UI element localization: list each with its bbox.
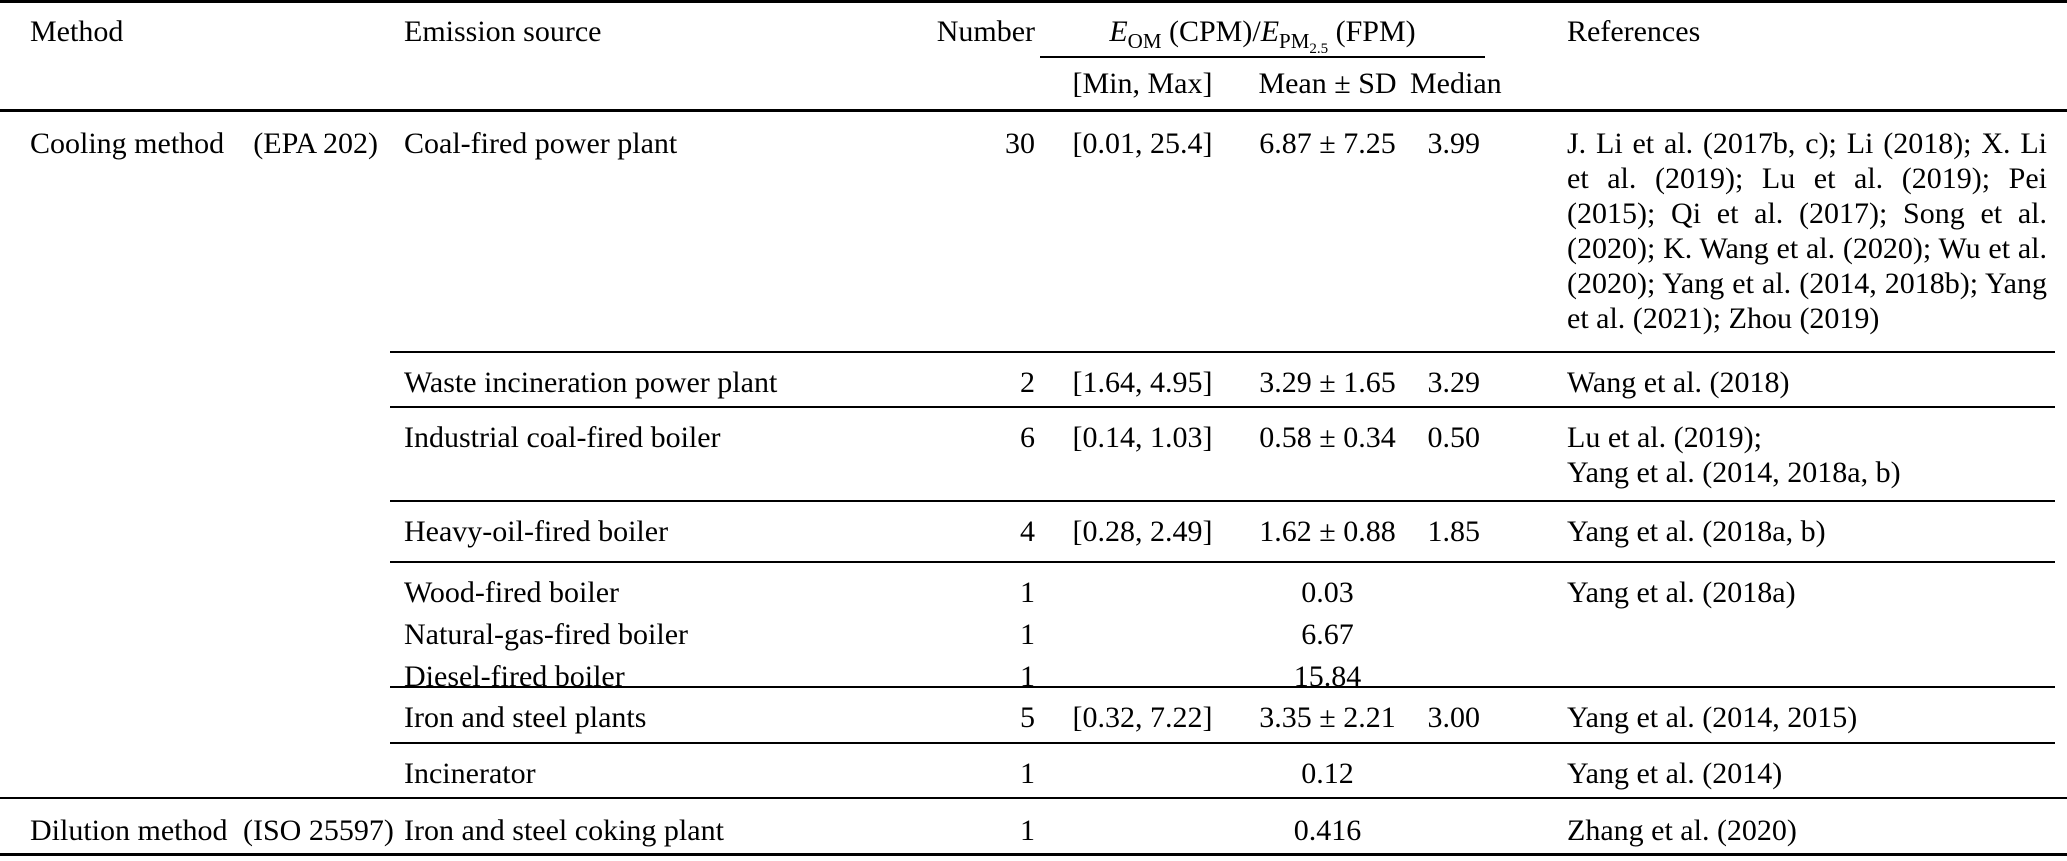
references-line: Lu et al. (2019); [1567,421,1762,454]
min-max-value: [0.01, 25.4] [1072,127,1213,160]
min-max-value: [0.32, 7.22] [1072,701,1213,734]
median-value: 3.29 [1427,366,1481,399]
ratio-group-title: EOM (CPM)/EPM2.5 (FPM) [1040,15,1485,58]
mean-sd-value: 3.35 ± 2.21 [1259,701,1396,734]
header-method: Method [30,15,124,48]
table-subrow-natural-gas-boiler: Natural-gas-fired boiler 1 6.67 [0,613,2067,655]
min-max-value: [0.14, 1.03] [1072,421,1213,454]
table-row-incinerator: Incinerator 1 0.12 Yang et al. (2014) [0,742,2067,797]
emission-source: Coal-fired power plant [404,127,678,160]
table-row-industrial-coal-boiler: Industrial coal-fired boiler 6 [0.14, 1.… [0,406,2067,500]
emission-source: Iron and steel plants [404,701,647,734]
mean-sd-value: 0.58 ± 0.34 [1259,421,1396,454]
table-row-group-single-boilers: Wood-fired boiler 1 0.03 Yang et al. (20… [0,561,2067,693]
min-max-value: [0.28, 2.49] [1072,515,1213,548]
table-subrow-wood-boiler: Wood-fired boiler 1 0.03 Yang et al. (20… [0,571,2067,613]
single-value: 0.12 [1301,757,1354,790]
header-mean-sd: Mean ± SD [1258,67,1397,100]
sample-number: 1 [1020,575,1035,609]
header-median: Median [1410,67,1502,100]
header-number: Number [936,15,1035,48]
method-label: Dilution method (ISO 25597) [0,813,394,848]
min-max-value: [1.64, 4.95] [1072,366,1213,399]
method-standard: (EPA 202) [253,127,378,160]
emission-source: Incinerator [404,757,536,790]
mean-sd-value: 3.29 ± 1.65 [1259,366,1396,399]
emission-source: Natural-gas-fired boiler [404,617,689,651]
sample-number: 4 [1020,515,1035,548]
header-ratio-group: EOM (CPM)/EPM2.5 (FPM) [Min, Max] Mean ±… [1040,3,1502,101]
emission-source: Waste incineration power plant [404,366,778,399]
sample-number: 30 [1005,127,1035,160]
table-row-waste-incineration: Waste incineration power plant 2 [1.64, … [0,351,2067,406]
method-name: Cooling method [30,127,225,160]
table-header: Method Emission source Number EOM (CPM)/… [0,3,2067,109]
section-divider-rule [0,797,2067,799]
references: Zhang et al. (2020) [1567,814,1797,847]
sample-number: 1 [1020,814,1035,847]
median-value: 3.00 [1427,701,1481,734]
table-row-coking-plant: Dilution method (ISO 25597) Iron and ste… [0,799,2067,853]
median-value: 0.50 [1427,421,1481,454]
table-top-rule [0,0,2067,3]
emission-source: Industrial coal-fired boiler [404,421,721,454]
single-value: 6.67 [1301,617,1354,651]
emission-source: Heavy-oil-fired boiler [404,515,669,548]
mean-sd-value: 1.62 ± 0.88 [1259,515,1396,548]
references-line: Yang et al. (2014, 2018a, b) [1567,456,1901,489]
sample-number: 6 [1020,421,1035,454]
sample-number: 1 [1020,659,1035,693]
single-value: 0.03 [1301,575,1354,609]
references: J. Li et al. (2017b, c); Li (2018); X. L… [1567,127,2047,335]
median-value: 1.85 [1427,515,1481,548]
method-name: Dilution method [30,814,228,847]
references: Yang et al. (2018a) [1567,575,1796,609]
sample-number: 2 [1020,366,1035,399]
ratio-subheaders: [Min, Max] Mean ± SD Median [1040,58,1502,101]
emission-source: Wood-fired boiler [404,575,620,609]
references: Yang et al. (2014, 2015) [1567,701,1858,734]
header-min-max: [Min, Max] [1072,67,1213,100]
table-row-heavy-oil-boiler: Heavy-oil-fired boiler 4 [0.28, 2.49] 1.… [0,500,2067,561]
table-bottom-rule [0,853,2067,856]
header-bottom-rule [0,109,2067,112]
table-row-iron-steel-plants: Iron and steel plants 5 [0.32, 7.22] 3.3… [0,686,2067,742]
table-row-coal-fired-power-plant: Cooling method (EPA 202) Coal-fired powe… [0,112,2067,351]
sample-number: 1 [1020,617,1035,651]
references: Wang et al. (2018) [1567,366,1790,399]
median-value: 3.99 [1427,127,1481,160]
sample-number: 1 [1020,757,1035,790]
references: Yang et al. (2018a, b) [1567,515,1826,548]
method-label: Cooling method (EPA 202) [0,126,390,161]
sample-number: 5 [1020,701,1035,734]
references: Lu et al. (2019); Yang et al. (2014, 201… [1555,420,2055,490]
header-references: References [1567,15,1701,48]
header-emission-source: Emission source [404,15,602,48]
method-standard: (ISO 25597) [243,814,394,847]
references: Yang et al. (2014) [1567,757,1783,790]
mean-sd-value: 6.87 ± 7.25 [1259,127,1396,160]
single-value: 0.416 [1293,814,1362,847]
emission-source: Iron and steel coking plant [404,814,724,847]
